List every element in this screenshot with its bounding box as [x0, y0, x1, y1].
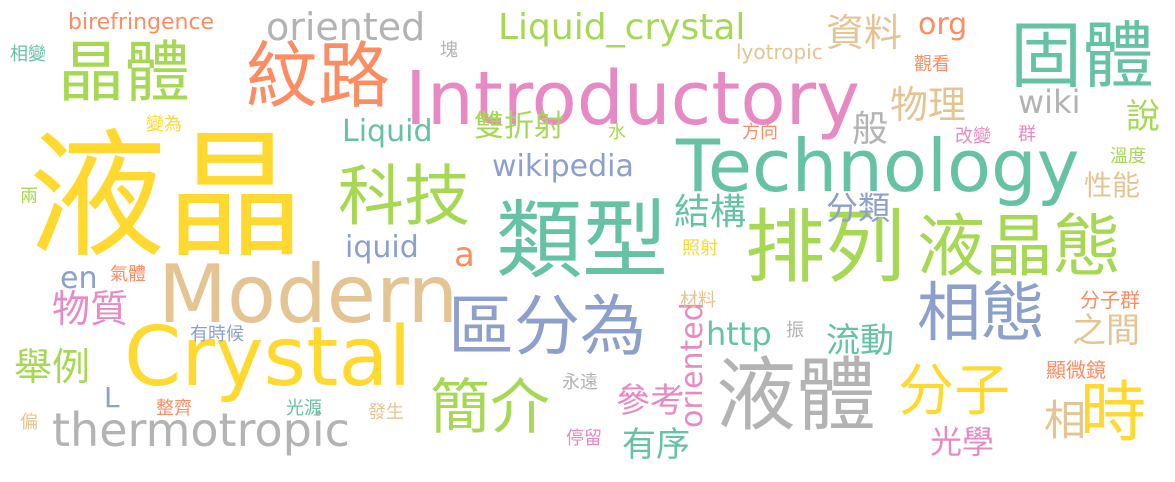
word-gutai: 固體: [1010, 14, 1155, 98]
word-guangxue: 光學: [930, 423, 995, 461]
word-jianjie: 簡介: [430, 373, 550, 443]
word-xingneng: 性能: [1084, 169, 1141, 202]
word-shi: 時: [1080, 374, 1146, 451]
word-kuai: 塊: [440, 40, 458, 61]
word-wiki: wiki: [1018, 83, 1081, 121]
word-jingti: 晶體: [58, 34, 190, 111]
word-qufenwei: 區分為: [448, 288, 646, 365]
word-wenlu: 紋路: [246, 34, 391, 118]
word-thermotropic: thermotropic: [52, 403, 350, 457]
word-zhaoshe: 照射: [682, 238, 718, 259]
word-crystal: Crystal: [124, 310, 412, 405]
word-tingliu: 停留: [566, 428, 602, 449]
word-lyotropic: lyotropic: [736, 40, 823, 64]
word-shuo: 說: [1126, 97, 1160, 137]
word-fenziqun: 分子群: [1080, 288, 1140, 312]
word-en: en: [60, 261, 98, 296]
word-fasheng: 發生: [368, 402, 404, 423]
word-fenzi: 分子: [898, 359, 1010, 424]
word-modern: Modern: [158, 248, 459, 341]
word-liang: 兩: [20, 186, 38, 207]
word-org: org: [918, 7, 968, 42]
word-wuli: 物理: [890, 83, 967, 127]
word-xiang: 相: [1044, 396, 1087, 445]
word-xianweijing: 顯微鏡: [1046, 358, 1106, 382]
word-gaibian: 改變: [955, 126, 991, 147]
word-youxu: 有序: [622, 425, 690, 465]
word-shui: 水: [608, 122, 626, 143]
word-L: L: [104, 381, 120, 414]
word-technology: Technology: [676, 124, 1080, 208]
word-shuangzheshe: 雙折射: [474, 109, 564, 144]
word-liquid: Liquid: [342, 114, 433, 149]
word-liquid-crystal: Liquid_crystal: [498, 7, 746, 48]
word-fangxiang: 方向: [742, 122, 778, 143]
word-guankan: 觀看: [914, 54, 950, 75]
word-qun: 群: [1018, 124, 1036, 145]
word-pian: 偏: [20, 412, 38, 433]
word-keji: 科技: [338, 158, 470, 235]
word-jushi: 舉例: [14, 345, 91, 389]
word-leixing: 類型: [496, 191, 668, 291]
word-oriented-top: oriented: [266, 5, 426, 49]
word-cailiao: 材料: [680, 290, 716, 311]
word-yongyuan: 永遠: [562, 372, 598, 393]
word-zhijian: 之間: [1072, 311, 1140, 351]
word-guangyuan: 光源: [286, 398, 322, 419]
word-xiangtai: 相態: [917, 277, 1045, 351]
word-wuzhi: 物質: [52, 287, 129, 331]
word-birefringence: birefringence: [68, 10, 215, 35]
word-yeti: 液體: [716, 349, 876, 442]
word-wendu: 溫度: [1110, 146, 1146, 167]
word-fenlei: 分類: [826, 189, 891, 227]
word-bianwei: 變為: [146, 114, 182, 135]
word-xiangbian: 相變: [10, 44, 46, 65]
word-introductory: Introductory: [405, 56, 860, 142]
word-iquid: iquid: [345, 230, 419, 265]
word-qiti: 氣體: [110, 264, 146, 285]
word-zhen: 振: [786, 320, 804, 341]
word-liudong: 流動: [826, 321, 894, 361]
word-ban: 般: [852, 109, 889, 150]
word-pailie: 排列: [745, 201, 905, 294]
word-a: a: [454, 235, 475, 275]
word-yejing: 液晶: [28, 116, 305, 277]
word-youshihou: 有時候: [190, 324, 244, 345]
word-ziliao: 資料: [826, 11, 903, 55]
word-zhengqi: 整齊: [156, 398, 192, 419]
word-yejingtai: 液晶態: [917, 208, 1122, 287]
word-http: http: [706, 315, 772, 353]
word-jiegou: 結構: [674, 192, 747, 233]
word-wikipedia: wikipedia: [492, 149, 634, 184]
word-cankao: 參考: [616, 381, 684, 421]
